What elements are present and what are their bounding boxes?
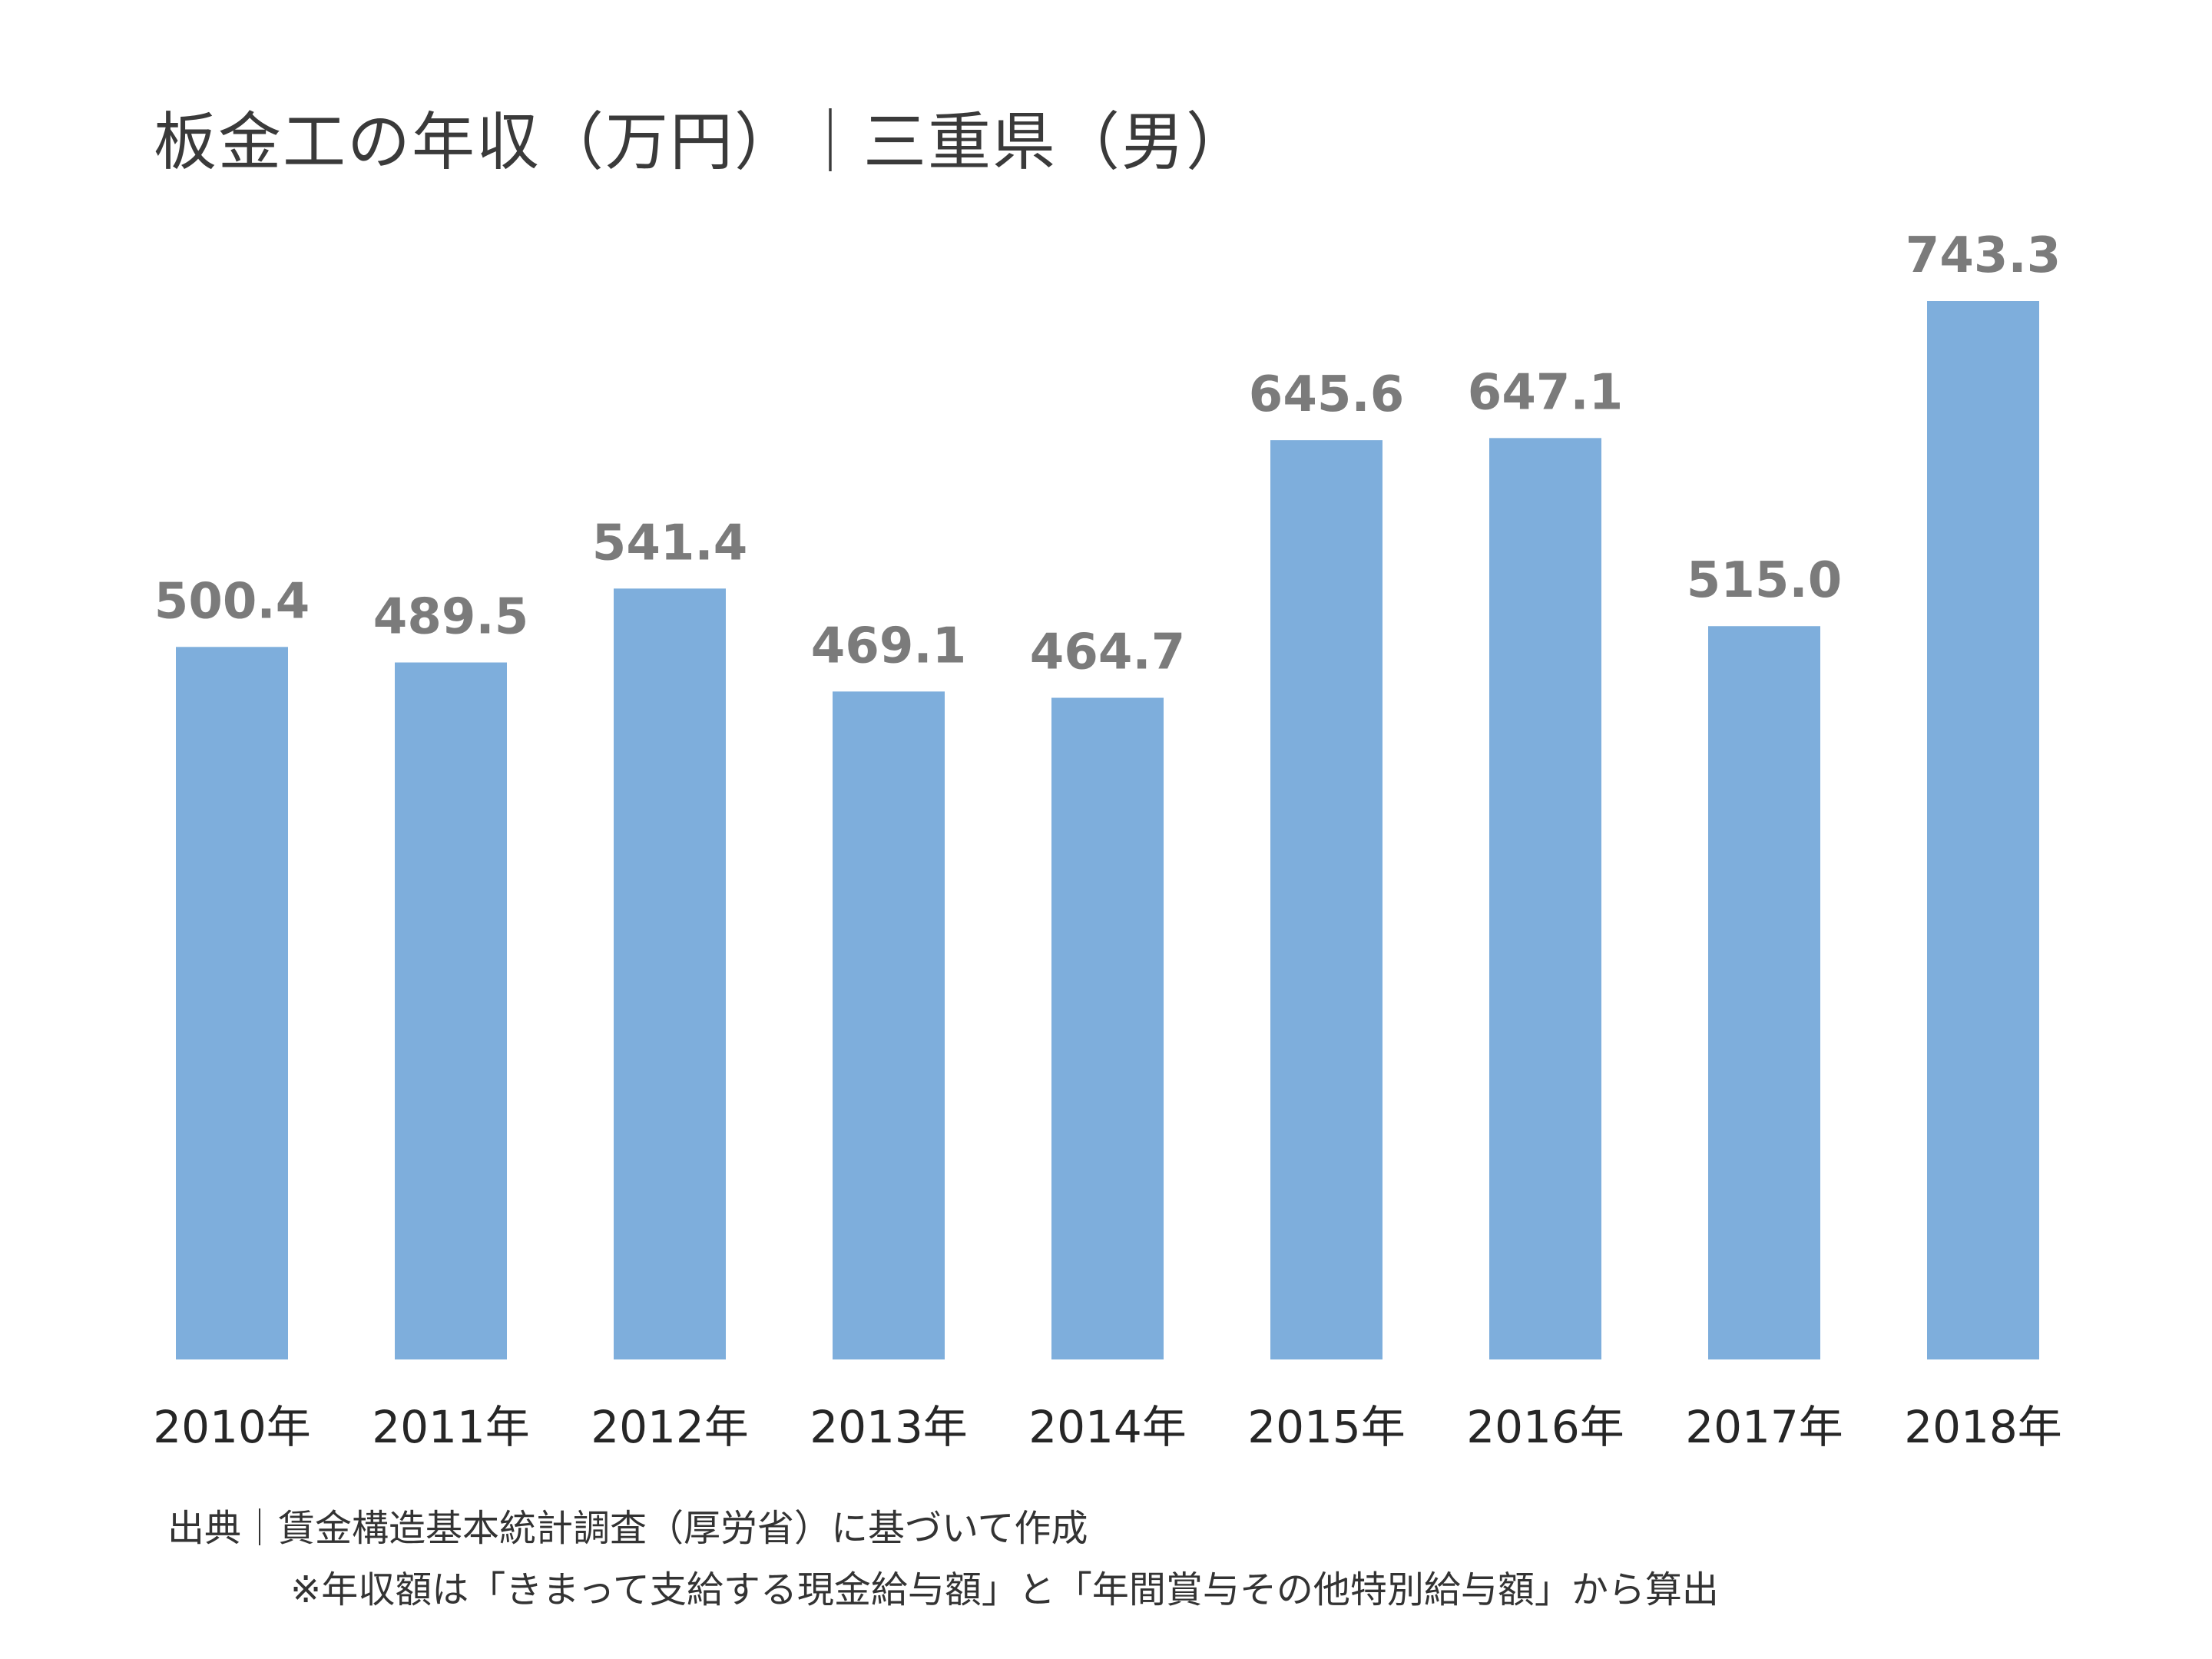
calculation-note: ※年収額は「きまって支給する現金給与額」と「年間賞与その他特別給与額」から算出 xyxy=(290,1568,1719,1611)
x-tick-label-2015年: 2015年 xyxy=(1247,1401,1406,1453)
x-tick-label-2013年: 2013年 xyxy=(810,1401,968,1453)
x-tick-label-2014年: 2014年 xyxy=(1028,1401,1187,1453)
value-label-2017年: 515.0 xyxy=(1687,552,1842,609)
bar-2018年 xyxy=(1927,301,2039,1359)
bars-group xyxy=(176,301,2039,1360)
value-label-2015年: 645.6 xyxy=(1249,366,1404,423)
chart-title: 板金工の年収（万円）｜三重県（男） xyxy=(154,106,1251,179)
value-label-2012年: 541.4 xyxy=(592,515,747,571)
value-label-2011年: 489.5 xyxy=(373,589,528,646)
bar-2015年 xyxy=(1270,440,1382,1360)
bar-2011年 xyxy=(395,662,507,1359)
source-note: 出典｜賃金構造基本統計調査（厚労省）に基づいて作成 xyxy=(167,1507,1088,1550)
bar-2014年 xyxy=(1051,697,1164,1359)
bar-2016年 xyxy=(1489,438,1601,1359)
value-label-2018年: 743.3 xyxy=(1906,227,2061,284)
bar-2017年 xyxy=(1708,626,1820,1359)
bar-2012年 xyxy=(614,588,726,1359)
x-tick-label-2012年: 2012年 xyxy=(591,1401,749,1453)
x-tick-label-2018年: 2018年 xyxy=(1904,1401,2062,1453)
x-tick-label-2011年: 2011年 xyxy=(372,1401,530,1453)
value-label-2016年: 647.1 xyxy=(1468,364,1623,421)
x-tick-label-2016年: 2016年 xyxy=(1466,1401,1624,1453)
x-tick-label-2017年: 2017年 xyxy=(1685,1401,1843,1453)
bar-2010年 xyxy=(176,647,288,1359)
value-labels-group: 500.4 489.5 541.4 469.1 464.7 645.6 647.1 515.0… xyxy=(154,227,2061,680)
value-label-2010年: 500.4 xyxy=(154,573,310,630)
value-label-2014年: 464.7 xyxy=(1030,624,1185,680)
bar-2013年 xyxy=(833,691,945,1359)
value-label-2013年: 469.1 xyxy=(811,618,966,674)
x-tick-label-2010年: 2010年 xyxy=(153,1401,311,1453)
x-axis-tick-labels: 2010年 2011年 2012年 2013年 2014年 2015年 2016年 2017年… xyxy=(153,1401,2062,1453)
